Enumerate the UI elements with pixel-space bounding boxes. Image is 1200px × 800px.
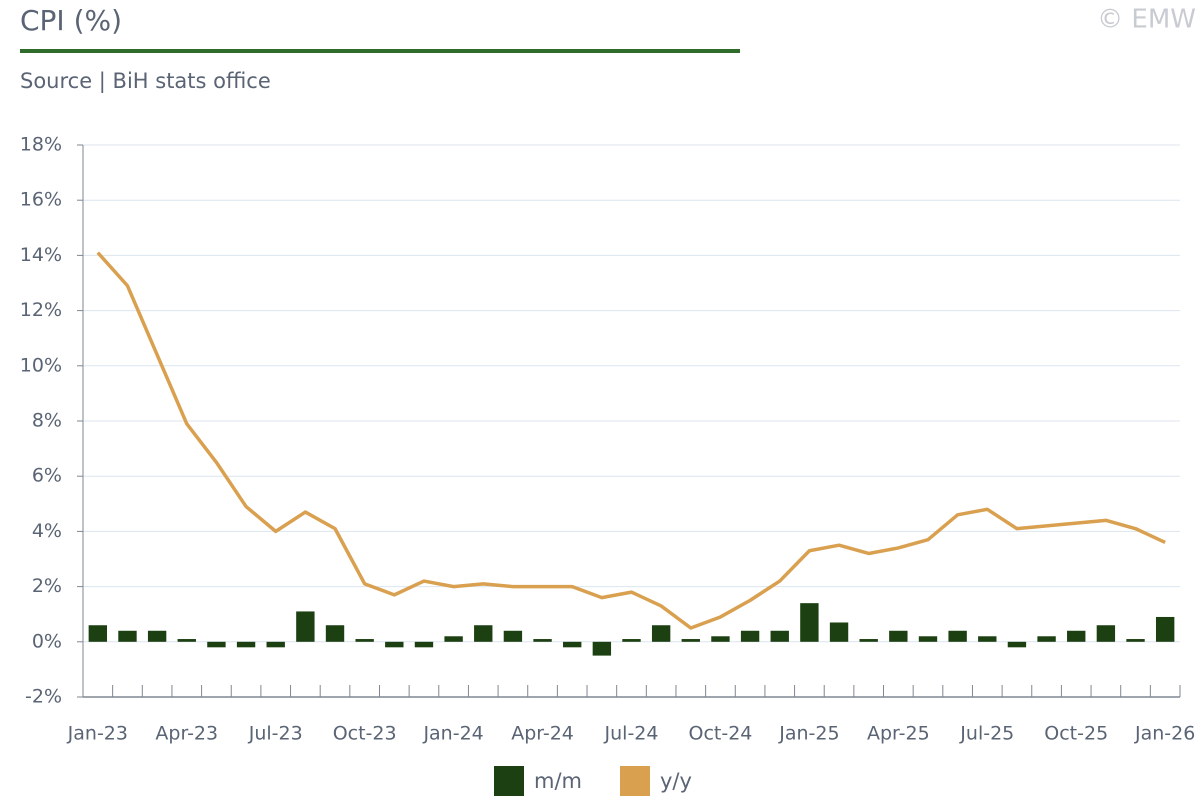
bar: [563, 641, 582, 648]
bar: [889, 630, 908, 642]
bar: [355, 639, 374, 642]
y-tick-label: 2%: [32, 575, 62, 597]
bar: [296, 611, 315, 642]
bar: [1037, 636, 1056, 642]
legend-label: m/m: [534, 769, 582, 793]
watermark: © EMW: [1097, 5, 1196, 35]
y-tick-label: 6%: [32, 465, 62, 487]
y-tick-label: 14%: [20, 244, 62, 266]
x-tick-label: Jan-23: [67, 723, 128, 745]
bar: [444, 636, 463, 642]
chart-title: CPI (%): [20, 4, 122, 37]
bar: [1155, 616, 1175, 642]
bar: [740, 630, 760, 642]
bar: [207, 641, 226, 648]
legend-swatch: [620, 766, 650, 796]
bar: [1126, 639, 1145, 642]
bar: [147, 630, 167, 642]
x-tick-label: Jan-25: [778, 723, 839, 745]
x-tick-label: Apr-23: [155, 723, 218, 745]
bar: [177, 639, 196, 642]
bar: [325, 625, 345, 642]
title-underline: [20, 49, 740, 53]
x-tick-label: Oct-25: [1044, 723, 1108, 745]
line: [96, 251, 1166, 630]
x-tick-label: Jul-23: [248, 723, 303, 745]
x-tick-label: Apr-25: [867, 723, 930, 745]
y-tick-label: 18%: [20, 134, 62, 156]
bar: [1067, 630, 1086, 642]
bar: [681, 639, 700, 642]
bar: [859, 639, 878, 642]
x-tick-label: Jan-26: [1134, 723, 1195, 745]
bar: [266, 641, 285, 648]
bar: [592, 641, 612, 656]
x-tick-label: Oct-23: [333, 723, 397, 745]
bar: [918, 636, 938, 642]
bar: [978, 636, 997, 642]
x-tick-label: Jul-24: [604, 723, 659, 745]
bar: [800, 603, 819, 642]
bar: [948, 630, 967, 642]
bar: [711, 636, 730, 642]
x-tick-label: Oct-24: [689, 723, 753, 745]
chart-subtitle: Source | BiH stats office: [20, 69, 271, 94]
bar: [88, 625, 108, 642]
x-tick-label: Apr-24: [511, 723, 574, 745]
bar: [1007, 641, 1027, 648]
bar: [474, 625, 493, 642]
bar: [533, 639, 552, 642]
bar: [385, 641, 404, 648]
bar: [503, 630, 523, 642]
legend-label: y/y: [660, 769, 692, 793]
bar: [770, 630, 789, 642]
y-tick-label: 8%: [32, 410, 62, 432]
x-tick-label: Jul-25: [959, 723, 1014, 745]
bar: [414, 641, 434, 648]
bar: [829, 622, 849, 642]
y-tick-label: 4%: [32, 520, 62, 542]
bar: [1096, 625, 1116, 642]
y-tick-label: -2%: [25, 686, 62, 708]
x-tick-label: Jan-24: [422, 723, 483, 745]
y-tick-label: 16%: [20, 189, 62, 211]
bar: [118, 630, 137, 642]
bar: [236, 641, 256, 648]
bar: [651, 625, 671, 642]
y-tick-label: 12%: [20, 299, 62, 321]
legend-swatch: [494, 766, 524, 796]
bar: [622, 639, 641, 642]
y-tick-label: 0%: [32, 630, 62, 652]
y-tick-label: 10%: [20, 354, 62, 376]
